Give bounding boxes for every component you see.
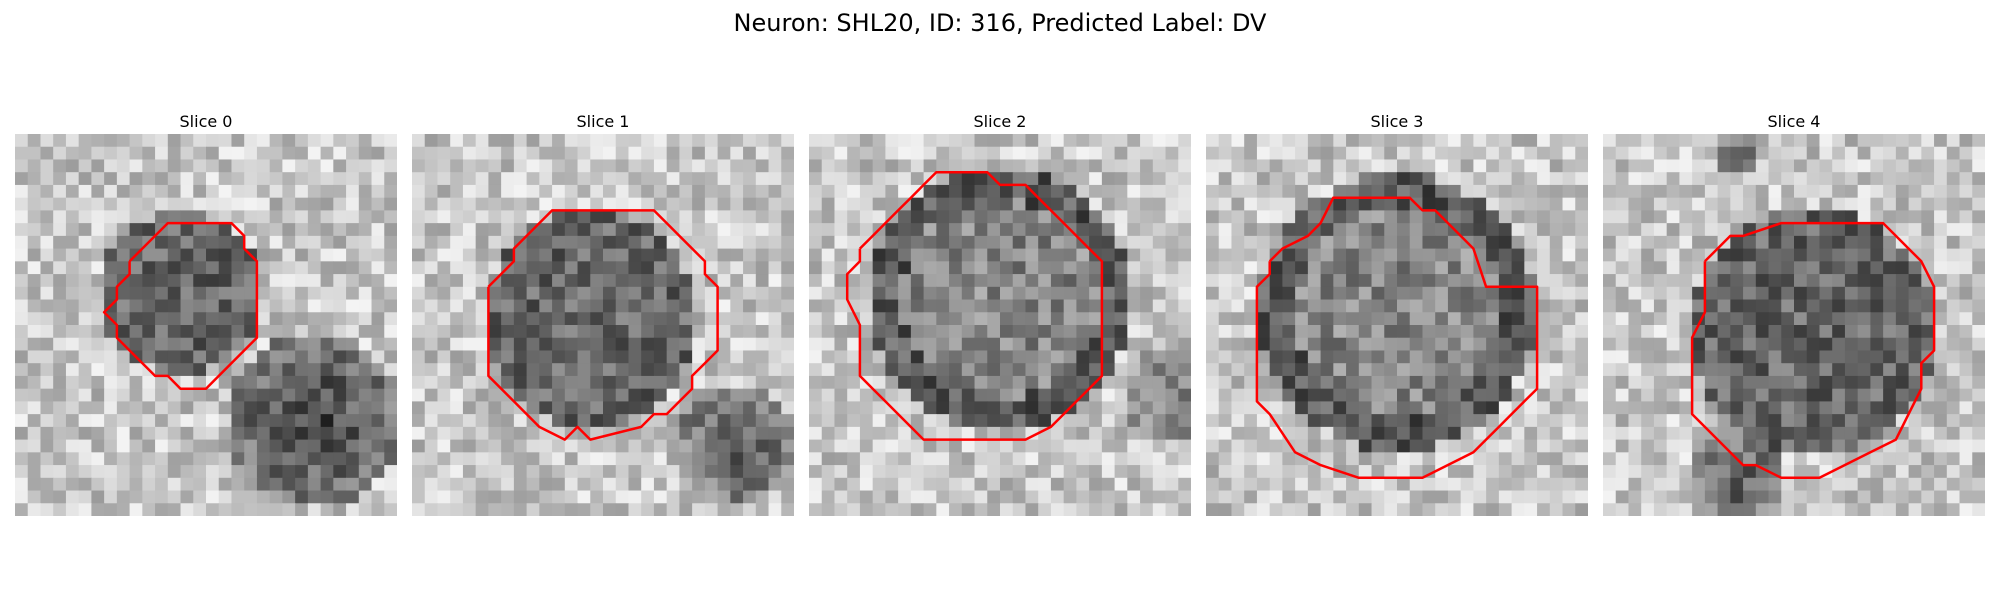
slice-image-0 [15, 134, 397, 516]
slice-image-1 [412, 134, 794, 516]
slice-title-4: Slice 4 [1767, 112, 1821, 131]
cell-contour-4 [1690, 221, 1936, 480]
slice-panel-0: Slice 0 [15, 110, 397, 516]
slice-panel-3: Slice 3 [1206, 110, 1588, 516]
slice-image-3 [1206, 134, 1588, 516]
cell-contour-0 [102, 221, 259, 390]
slice-title-0: Slice 0 [179, 112, 233, 131]
slice-title-2: Slice 2 [973, 112, 1027, 131]
slice-title-3: Slice 3 [1370, 112, 1424, 131]
cell-contour-3 [1255, 196, 1539, 480]
slice-panel-2: Slice 2 [809, 110, 1191, 516]
slice-image-4 [1603, 134, 1985, 516]
figure-title: Neuron: SHL20, ID: 316, Predicted Label:… [733, 9, 1267, 37]
slice-title-1: Slice 1 [576, 112, 630, 131]
cell-contour-2 [845, 170, 1104, 441]
cell-contour-1 [487, 209, 719, 441]
slice-image-2 [809, 134, 1191, 516]
slice-panel-4: Slice 4 [1603, 110, 1985, 516]
slice-panel-1: Slice 1 [412, 110, 794, 516]
